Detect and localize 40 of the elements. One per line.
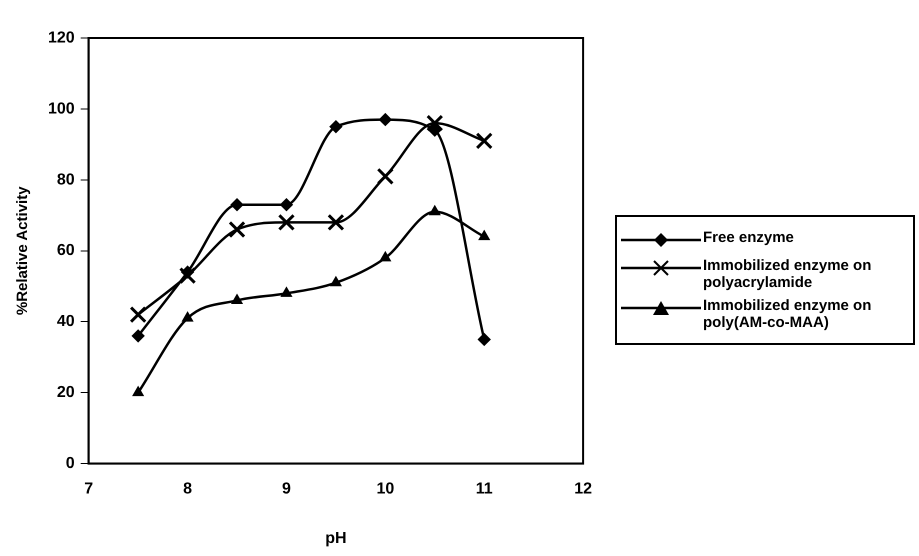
point (278, 214, 296, 231)
point (182, 312, 194, 322)
legend-label: Immobilized enzyme on polyacrylamide (703, 257, 872, 291)
point (378, 113, 392, 126)
legend-label: Immobilized enzyme on poly(AM-co-MAA) (703, 297, 872, 331)
point (380, 251, 392, 262)
point (376, 168, 394, 185)
y-tick-label: 80 (56, 171, 75, 188)
y-axis-title: %Relative Activity (14, 186, 32, 316)
point (330, 276, 342, 286)
x-axis-title: pH (325, 530, 347, 547)
point (329, 120, 342, 134)
point (231, 294, 243, 304)
y-tick-label: 40 (56, 313, 75, 330)
point (230, 198, 244, 212)
x-tick-label: 10 (376, 480, 394, 498)
point (476, 132, 493, 150)
point (429, 205, 440, 216)
x-tick-label: 9 (282, 480, 292, 498)
x-tick-label: 8 (183, 480, 192, 498)
point (478, 332, 491, 346)
y-tick-label: 60 (56, 242, 75, 260)
point (228, 220, 246, 238)
point (478, 230, 490, 240)
point (327, 214, 344, 231)
point (426, 114, 444, 132)
legend-label: Free enzyme (703, 229, 794, 246)
x-tick-label: 11 (476, 480, 493, 498)
point (132, 329, 145, 342)
point (179, 267, 196, 284)
point (132, 386, 144, 396)
point (280, 198, 293, 212)
y-tick-label: 0 (66, 455, 75, 472)
point (130, 306, 147, 324)
y-tick-label: 100 (48, 100, 75, 118)
x-tick-label: 7 (84, 480, 94, 498)
y-tick-label: 120 (48, 29, 75, 46)
x-tick-label: 12 (574, 480, 592, 498)
y-tick-label: 20 (56, 384, 75, 402)
point (280, 286, 292, 297)
